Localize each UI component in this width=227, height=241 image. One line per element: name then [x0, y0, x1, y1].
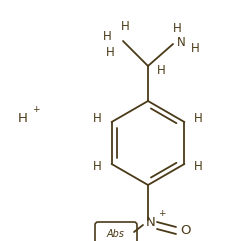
Text: +: + [32, 106, 39, 114]
Text: H: H [172, 21, 181, 34]
Text: H: H [93, 113, 101, 126]
Text: +: + [158, 208, 165, 217]
Text: H: H [193, 113, 202, 126]
Text: H: H [93, 161, 101, 174]
Text: N: N [176, 36, 185, 49]
Text: O: O [180, 225, 190, 237]
FancyBboxPatch shape [95, 222, 136, 241]
Text: H: H [18, 112, 28, 125]
Text: H: H [120, 20, 129, 33]
Text: H: H [156, 65, 165, 78]
Text: N: N [146, 216, 155, 229]
Text: H: H [102, 31, 111, 43]
Text: H: H [193, 161, 202, 174]
Text: H: H [190, 42, 198, 55]
Text: H: H [105, 47, 114, 60]
Text: Abs: Abs [106, 229, 124, 239]
